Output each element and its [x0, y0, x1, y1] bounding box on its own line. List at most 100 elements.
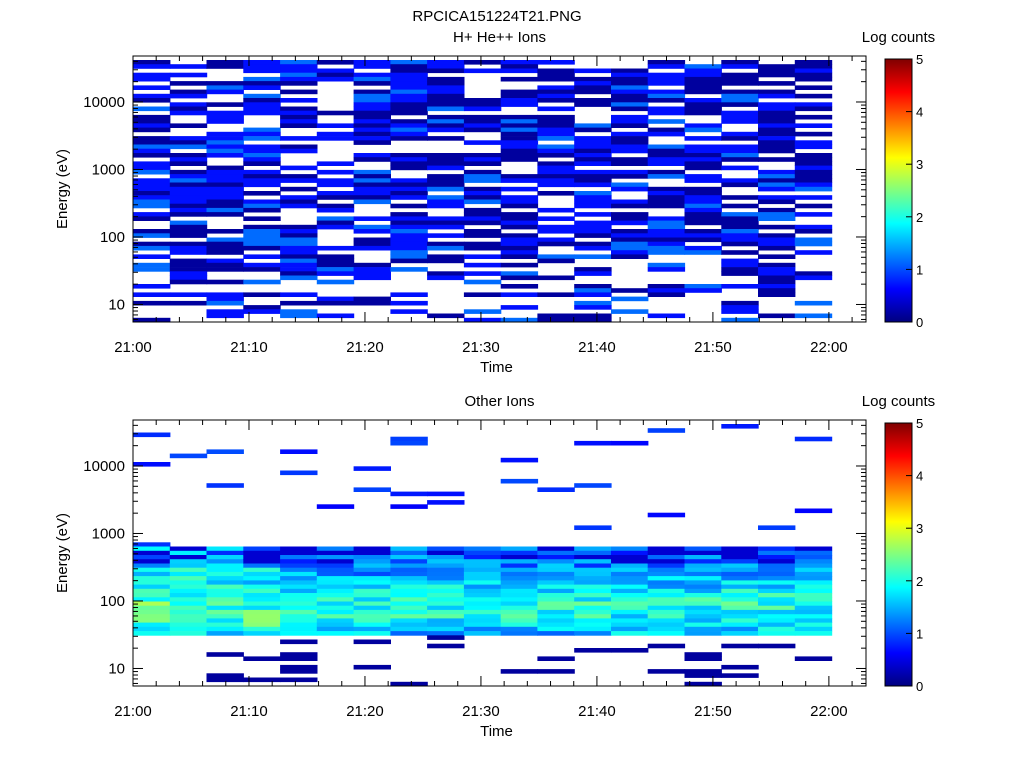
- heatmap-cell: [537, 317, 575, 323]
- heatmap-cell: [758, 119, 796, 124]
- heatmap-cell: [206, 131, 244, 137]
- heatmap-cell: [758, 195, 796, 200]
- heatmap-cell: [794, 123, 833, 128]
- heatmap-cell: [574, 191, 612, 196]
- heatmap-cell: [758, 267, 796, 272]
- heatmap-cell: [427, 174, 465, 179]
- heatmap-cell: [647, 186, 686, 192]
- heatmap-cell: [206, 449, 244, 454]
- heatmap-cell: [390, 153, 428, 158]
- heatmap-cell: [794, 169, 833, 175]
- y-axis: 10 100 1000 10000: [83, 60, 866, 320]
- heatmap-cell: [280, 313, 318, 319]
- heatmap-cell: [500, 597, 539, 602]
- heatmap-cell: [611, 567, 649, 573]
- heatmap-cell: [353, 169, 391, 175]
- heatmap-cell: [316, 161, 355, 166]
- heatmap-cell: [463, 614, 502, 619]
- heatmap-cell: [133, 191, 171, 196]
- x-tick-label: 21:40: [578, 703, 616, 720]
- heatmap-cell: [647, 98, 686, 103]
- heatmap-cell: [280, 652, 318, 657]
- heatmap-cell: [206, 153, 244, 158]
- heatmap-cell: [721, 144, 759, 150]
- heatmap-cell: [206, 652, 244, 657]
- heatmap-cell: [316, 68, 355, 74]
- heatmap-cell: [463, 195, 502, 200]
- heatmap-cell: [758, 64, 796, 69]
- heatmap-cell: [133, 542, 171, 547]
- heatmap-cell: [463, 588, 502, 594]
- heatmap-cell: [611, 174, 649, 179]
- heatmap-cell: [721, 317, 759, 323]
- heatmap-cell: [169, 123, 208, 128]
- heatmap-cell: [611, 296, 649, 302]
- heatmap-cell: [574, 618, 612, 623]
- heatmap-cell: [721, 550, 759, 556]
- heatmap-cell: [243, 81, 281, 86]
- heatmap-cell: [463, 279, 502, 285]
- heatmap-cell: [758, 631, 796, 636]
- heatmap-cell: [758, 127, 796, 133]
- heatmap-cell: [133, 622, 171, 628]
- heatmap-cell: [647, 593, 686, 598]
- heatmap-cell: [537, 165, 575, 171]
- heatmap-cell: [280, 614, 318, 619]
- heatmap-cell: [206, 174, 244, 179]
- heatmap-cell: [721, 182, 759, 188]
- heatmap-cell: [206, 186, 244, 192]
- heatmap-cell: [353, 123, 391, 128]
- heatmap-cell: [794, 195, 833, 200]
- heatmap-cell: [280, 267, 318, 272]
- heatmap-cell: [280, 605, 318, 611]
- heatmap-cell: [574, 567, 612, 573]
- heatmap-cell: [243, 309, 281, 314]
- heatmap-cell: [794, 300, 833, 306]
- heatmap-cell: [537, 93, 575, 99]
- heatmap-cell: [169, 195, 208, 200]
- heatmap-cell: [133, 241, 171, 247]
- heatmap-cell: [500, 250, 539, 255]
- heatmap-cell: [169, 140, 208, 145]
- heatmap-cell: [684, 178, 722, 183]
- heatmap-cell: [206, 85, 244, 90]
- heatmap-cell: [684, 195, 722, 200]
- heatmap-cell: [316, 182, 355, 188]
- heatmap-cell: [758, 563, 796, 569]
- heatmap-cell: [684, 673, 722, 678]
- heatmap-cell: [390, 216, 428, 221]
- heatmap-cell: [169, 106, 208, 112]
- heatmap-cell: [574, 127, 612, 133]
- heatmap-cell: [280, 60, 318, 65]
- heatmap-cell: [574, 102, 612, 107]
- heatmap-cell: [316, 580, 355, 585]
- heatmap-cell: [427, 593, 465, 598]
- heatmap-cell: [169, 622, 208, 628]
- heatmap-cell: [280, 106, 318, 112]
- heatmap-cell: [390, 72, 428, 78]
- heatmap-cell: [794, 161, 833, 166]
- heatmap-cell: [316, 178, 355, 183]
- heatmap-cell: [537, 114, 575, 120]
- heatmap-cell: [133, 119, 171, 124]
- heatmap-cell: [721, 576, 759, 581]
- heatmap-cell: [500, 546, 539, 552]
- heatmap-cell: [758, 207, 796, 213]
- heatmap-cell: [243, 605, 281, 611]
- heatmap-cell: [758, 148, 796, 154]
- heatmap-cell: [794, 622, 833, 628]
- heatmap-cell: [206, 614, 244, 619]
- heatmap-cell: [758, 114, 796, 120]
- heatmap-cell: [721, 110, 759, 116]
- heatmap-cell: [574, 195, 612, 200]
- heatmap-cell: [427, 584, 465, 590]
- heatmap-cell: [280, 550, 318, 556]
- heatmap-cell: [206, 169, 244, 175]
- colorbar-tick-label: 1: [916, 626, 923, 641]
- heatmap-cell: [463, 102, 502, 107]
- heatmap-cell: [353, 182, 391, 188]
- heatmap-cell: [353, 567, 391, 573]
- heatmap-cell: [169, 609, 208, 615]
- heatmap-cell: [537, 72, 575, 78]
- heatmap-cell: [758, 199, 796, 205]
